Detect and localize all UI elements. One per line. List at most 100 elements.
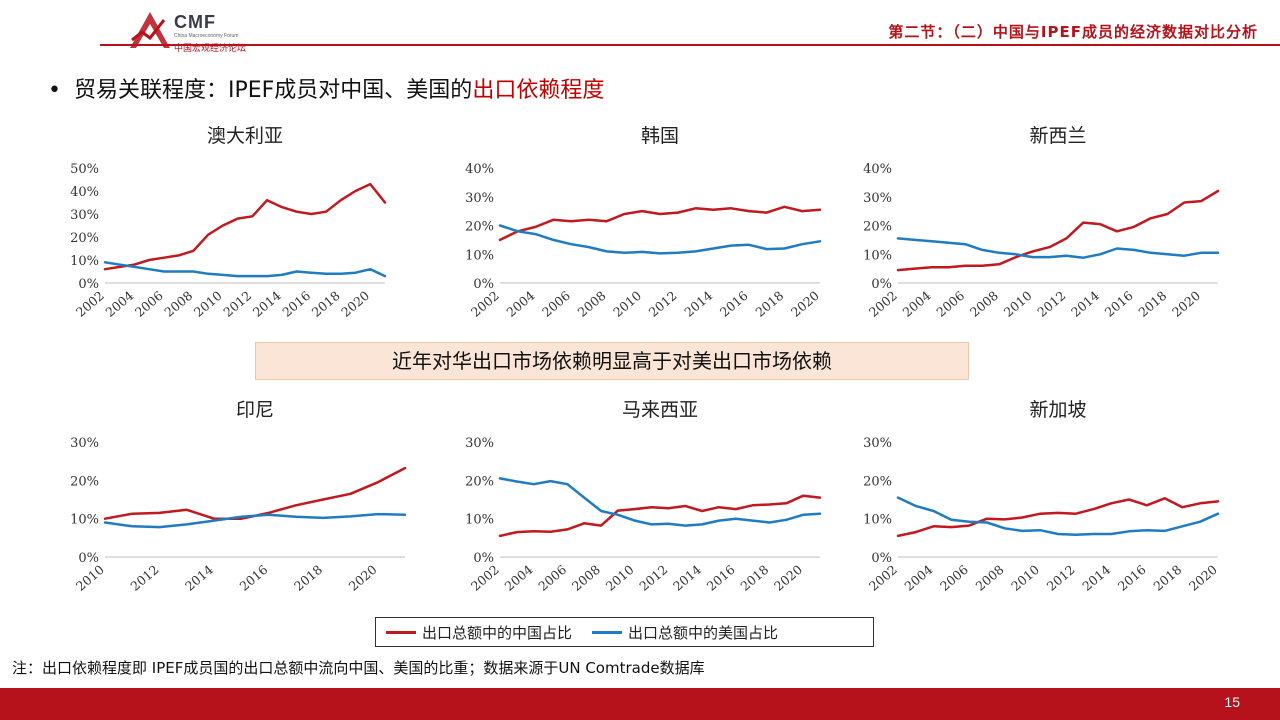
legend-item-us: 出口总额中的美国占比: [592, 622, 778, 643]
legend-china-label: 出口总额中的中国占比: [422, 623, 573, 642]
x-tick-label: 2004: [503, 288, 537, 320]
y-tick-label: 30%: [465, 191, 494, 206]
slide-title: • 贸易关联程度：IPEF成员对中国、美国的出口依赖程度: [48, 72, 604, 104]
logo-mark-icon: [130, 12, 170, 48]
y-tick-label: 50%: [70, 162, 99, 177]
x-tick-label: 2020: [338, 288, 372, 320]
x-tick-label: 2008: [569, 562, 603, 594]
series-line-china: [498, 205, 822, 242]
x-tick-label: 2010: [73, 562, 107, 594]
chart-panel-malaysia: 马来西亚 0% 10% 20% 30% 2002 2004 2006 2008 2010 2012 2…: [450, 392, 830, 612]
chart-panel-korea: 韩国 0% 10% 20% 30% 40% 2002 2004 2006 2008 2010 2012…: [450, 118, 830, 338]
x-tick-label: 2002: [73, 288, 107, 320]
y-tick-label: 40%: [70, 185, 99, 200]
x-tick-label: 2002: [468, 288, 502, 320]
y-tick-label: 30%: [863, 191, 892, 206]
y-tick-label: 10%: [465, 248, 494, 263]
x-tick-label: 2014: [1068, 288, 1102, 320]
x-tick-label: 2006: [539, 288, 573, 320]
page-number: 15: [1224, 694, 1240, 710]
key-finding-banner: 近年对华出口市场依赖明显高于对美出口市场依赖: [255, 342, 969, 380]
y-tick-label: 30%: [863, 436, 892, 451]
x-tick-label: 2012: [1034, 288, 1068, 320]
x-tick-label: 2020: [788, 288, 822, 320]
x-tick-label: 2012: [636, 562, 670, 594]
series-line-china: [896, 189, 1220, 272]
x-tick-label: 2016: [1102, 288, 1136, 320]
x-tick-label: 2014: [1079, 562, 1113, 594]
y-tick-label: 40%: [863, 162, 892, 177]
x-tick-label: 2006: [132, 288, 166, 320]
y-tick-label: 0%: [78, 277, 99, 292]
y-tick-label: 0%: [871, 551, 892, 566]
x-tick-label: 2008: [973, 562, 1007, 594]
y-tick-label: 20%: [70, 474, 99, 489]
x-tick-label: 2014: [681, 288, 715, 320]
x-tick-label: 2008: [161, 288, 195, 320]
x-tick-label: 2014: [670, 562, 704, 594]
legend-us-label: 出口总额中的美国占比: [628, 623, 779, 642]
cmf-logo: CMF China Macroeconomy Forum 中国宏观经济论坛: [128, 10, 278, 56]
x-tick-label: 2012: [1044, 562, 1078, 594]
title-prefix: 贸易关联程度：IPEF成员对中国、美国的: [74, 78, 473, 103]
series-line-us: [103, 512, 407, 529]
x-tick-label: 2012: [220, 288, 254, 320]
chart-korea: 韩国 0% 10% 20% 30% 40% 2002 2004 2006 2008 2010 2012…: [465, 125, 822, 320]
x-tick-label: 2010: [603, 562, 637, 594]
y-tick-label: 10%: [70, 513, 99, 528]
y-tick-label: 0%: [473, 277, 494, 292]
y-tick-label: 0%: [871, 277, 892, 292]
series-line-us: [896, 237, 1220, 259]
x-tick-label: 2004: [900, 288, 934, 320]
x-tick-label: 2010: [610, 288, 644, 320]
footer-bar: 15: [0, 688, 1280, 720]
x-tick-label: 2016: [717, 288, 751, 320]
legend-us-swatch: [592, 630, 623, 634]
chart-title: 澳大利亚: [207, 125, 283, 147]
x-tick-label: 2016: [237, 562, 271, 594]
x-tick-label: 2010: [1008, 562, 1042, 594]
chart-title: 新加坡: [1029, 399, 1086, 421]
x-tick-label: 2018: [1135, 288, 1169, 320]
y-tick-label: 10%: [863, 248, 892, 263]
x-tick-label: 2002: [468, 562, 502, 594]
y-tick-label: 40%: [465, 162, 494, 177]
header-divider: [100, 44, 1280, 46]
series-line-china: [498, 494, 822, 538]
chart-title: 马来西亚: [622, 399, 698, 421]
chart-panel-new-zealand: 新西兰 0% 10% 20% 30% 40% 2002 2004 2006 2008 2010 201…: [848, 118, 1228, 338]
x-tick-label: 2018: [737, 562, 771, 594]
series-line-china: [896, 497, 1220, 538]
y-tick-label: 10%: [863, 513, 892, 528]
x-tick-label: 2020: [346, 562, 380, 594]
chart-panel-indonesia: 印尼 0% 10% 20% 30% 2010 2012 2014 2016 2018 2020: [55, 392, 415, 612]
section-title: 第二节：（二）中国与IPEF成员的经济数据对比分析: [888, 23, 1258, 41]
chart-title: 韩国: [641, 125, 679, 147]
logo-chinese-subtitle: 中国宏观经济论坛: [174, 44, 247, 54]
x-tick-label: 2014: [250, 288, 284, 320]
x-tick-label: 2004: [901, 562, 935, 594]
legend-item-china: 出口总额中的中国占比: [386, 622, 572, 643]
legend-china-swatch: [386, 630, 416, 634]
x-tick-label: 2020: [1169, 288, 1203, 320]
chart-indonesia: 印尼 0% 10% 20% 30% 2010 2012 2014 2016 2018 2020: [70, 399, 407, 594]
chart-panel-australia: 澳大利亚 0% 10% 20% 30% 40% 50% 2002 2004 2006 2008 201…: [55, 118, 395, 338]
y-tick-label: 20%: [863, 474, 892, 489]
x-tick-label: 2018: [1150, 562, 1184, 594]
series-line-us: [498, 477, 822, 527]
x-tick-label: 2006: [937, 562, 971, 594]
chart-title: 新西兰: [1029, 125, 1086, 147]
x-tick-label: 2006: [535, 562, 569, 594]
chart-panel-singapore: 新加坡 0% 10% 20% 30% 2002 2004 2006 2008 2010 2012 20…: [848, 392, 1228, 612]
x-tick-label: 2012: [646, 288, 680, 320]
x-tick-label: 2006: [933, 288, 967, 320]
y-tick-label: 20%: [465, 474, 494, 489]
x-tick-label: 2008: [575, 288, 609, 320]
chart-australia: 澳大利亚0%10%20%30%40%50%2002200420062008201…: [70, 125, 387, 320]
y-tick-label: 10%: [70, 254, 99, 269]
y-tick-label: 0%: [473, 551, 494, 566]
logo-name: CMF: [174, 12, 216, 32]
